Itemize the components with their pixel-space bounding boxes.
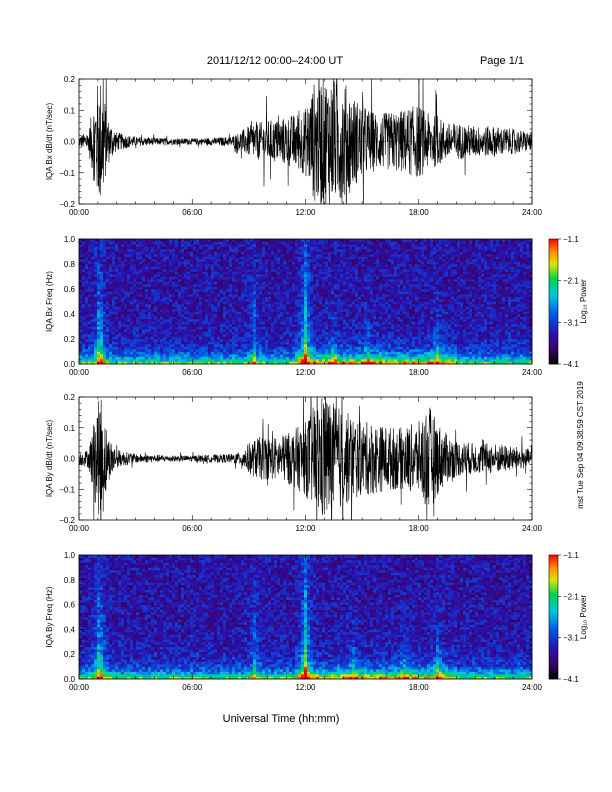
x-tick-label: 18:00	[409, 524, 430, 533]
bx-spectrogram-panel: −1.1 −2.1 −3.1 −4.1 Log₁₀ Power 00:00 06:00 12:…	[45, 235, 588, 377]
x-tick-label: 12:00	[295, 368, 316, 377]
y-tick-label: 0.1	[64, 106, 76, 115]
colorbar-tick-label: −2.1	[563, 592, 579, 601]
y-tick-label: 0.8	[64, 260, 76, 269]
bx-spectrogram-colorbar: −1.1 −2.1 −3.1 −4.1 Log₁₀ Power	[548, 235, 588, 369]
y-tick-label: 0.0	[64, 360, 76, 369]
y-tick-label: 0.6	[64, 601, 76, 610]
colorbar-tick-label: −4.1	[563, 360, 579, 369]
y-axis-label: IQA Bx Freq (Hz)	[45, 271, 54, 332]
x-tick-label: 12:00	[295, 683, 316, 692]
colorbar-tick-label: −2.1	[563, 277, 579, 286]
y-tick-label: 0.8	[64, 576, 76, 585]
y-tick-label: 0.2	[64, 650, 76, 659]
bx-waveform-panel: 00:00 06:00 12:00 18:00 24:00 −0.2 −0.1 0.0 0.1 0…	[45, 75, 543, 217]
x-tick-label: 06:00	[182, 368, 203, 377]
x-tick-label: 18:00	[409, 368, 430, 377]
y-axis-label: IQA By Freq (Hz)	[45, 586, 54, 647]
x-tick-label: 06:00	[182, 524, 203, 533]
y-tick-label: 0.0	[64, 675, 76, 684]
x-tick-label: 00:00	[69, 208, 90, 217]
y-tick-label: 0.1	[64, 424, 76, 433]
x-tick-label: 24:00	[522, 683, 543, 692]
x-axis-label: Universal Time (hh:mm)	[223, 713, 340, 725]
colorbar-label: Log₁₀ Power	[579, 279, 588, 324]
bx-waveform-series	[79, 79, 532, 204]
y-tick-label: −0.2	[59, 516, 75, 525]
by-waveform-panel: 00:00 06:00 12:00 18:00 24:00 −0.2 −0.1 0.0 0.1 0…	[45, 393, 543, 533]
x-tick-label: 12:00	[295, 208, 316, 217]
colorbar-tick-label: −4.1	[563, 675, 579, 684]
x-tick-label: 06:00	[182, 208, 203, 217]
page-title: 2011/12/12 00:00–24:00 UT	[207, 55, 343, 67]
side-stamp: mst Tue Sep 04 09:38:59 CST 2019	[576, 381, 585, 509]
x-tick-label: 24:00	[522, 368, 543, 377]
by-spectrogram-panel: −1.1 −2.1 −3.1 −4.1 Log₁₀ Power 00:00 06:00 12:…	[45, 551, 588, 692]
y-tick-label: −0.2	[59, 200, 75, 209]
y-tick-label: −0.1	[59, 485, 75, 494]
x-tick-label: 24:00	[522, 208, 543, 217]
colorbar-tick-label: −3.1	[563, 634, 579, 643]
y-tick-label: 0.4	[64, 625, 76, 634]
y-tick-label: 0.0	[64, 138, 76, 147]
y-tick-label: 0.0	[64, 455, 76, 464]
by-spectrogram-cells	[79, 555, 533, 680]
y-tick-label: 0.6	[64, 285, 76, 294]
colorbar-tick-label: −1.1	[563, 551, 579, 560]
bx-spectrogram-cells	[79, 239, 533, 365]
y-tick-label: 1.0	[64, 235, 76, 244]
y-tick-label: 0.2	[64, 393, 76, 402]
x-tick-label: 06:00	[182, 683, 203, 692]
colorbar-tick-label: −3.1	[563, 318, 579, 327]
x-tick-label: 12:00	[295, 524, 316, 533]
colorbar-label: Log₁₀ Power	[579, 595, 588, 640]
by-waveform-series	[79, 397, 532, 520]
y-axis-label: IQA By dB/dt (nT/sec)	[45, 419, 54, 497]
x-tick-label: 24:00	[522, 524, 543, 533]
by-spectrogram-colorbar: −1.1 −2.1 −3.1 −4.1 Log₁₀ Power	[548, 551, 588, 684]
y-tick-label: 1.0	[64, 551, 76, 560]
x-tick-label: 00:00	[69, 683, 90, 692]
x-tick-label: 18:00	[409, 683, 430, 692]
y-tick-label: 0.4	[64, 310, 76, 319]
page-number: Page 1/1	[480, 55, 524, 67]
x-tick-label: 00:00	[69, 524, 90, 533]
x-tick-label: 00:00	[69, 368, 90, 377]
y-tick-label: −0.1	[59, 169, 75, 178]
colorbar-tick-label: −1.1	[563, 235, 579, 244]
y-tick-label: 0.2	[64, 335, 76, 344]
y-axis-label: IQA Bx dB/dt (nT/sec)	[45, 102, 54, 180]
x-tick-label: 18:00	[409, 208, 430, 217]
y-tick-label: 0.2	[64, 75, 76, 84]
